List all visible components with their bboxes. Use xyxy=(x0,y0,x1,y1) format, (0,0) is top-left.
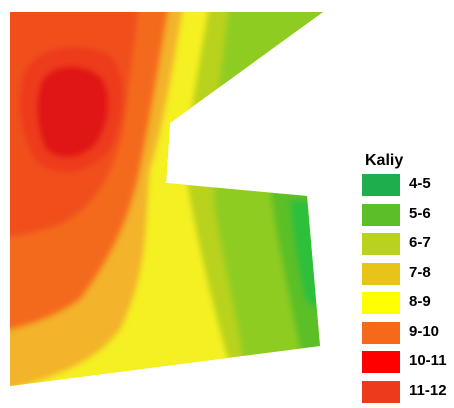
legend-label: 4-5 xyxy=(409,175,431,192)
legend-swatch xyxy=(362,292,400,314)
legend-item: 8-9 xyxy=(362,290,452,320)
legend-label: 8-9 xyxy=(409,293,431,310)
legend-label: 11-12 xyxy=(409,382,447,399)
legend-label: 5-6 xyxy=(409,205,431,222)
legend-item: 5-6 xyxy=(362,202,452,232)
legend-items: 4-5 5-6 6-7 7-8 8-9 9-10 10-11 11-12 xyxy=(362,172,452,408)
legend-item: 4-5 xyxy=(362,172,452,202)
legend-swatch xyxy=(362,233,400,255)
legend: Kaliy 4-5 5-6 6-7 7-8 8-9 9-10 10-11 11-12 xyxy=(362,150,452,408)
legend-title: Kaliy xyxy=(365,150,452,172)
legend-item: 9-10 xyxy=(362,320,452,350)
legend-swatch xyxy=(362,263,400,285)
legend-label: 10-11 xyxy=(409,352,447,369)
legend-swatch xyxy=(362,204,400,226)
legend-label: 6-7 xyxy=(409,234,431,251)
legend-swatch xyxy=(362,351,400,373)
legend-item: 11-12 xyxy=(362,379,452,408)
legend-swatch xyxy=(362,322,400,344)
legend-label: 9-10 xyxy=(409,323,439,340)
legend-swatch xyxy=(362,381,400,403)
legend-label: 7-8 xyxy=(409,264,431,281)
legend-swatch xyxy=(362,174,400,196)
legend-item: 10-11 xyxy=(362,349,452,379)
legend-item: 6-7 xyxy=(362,231,452,261)
legend-item: 7-8 xyxy=(362,261,452,291)
